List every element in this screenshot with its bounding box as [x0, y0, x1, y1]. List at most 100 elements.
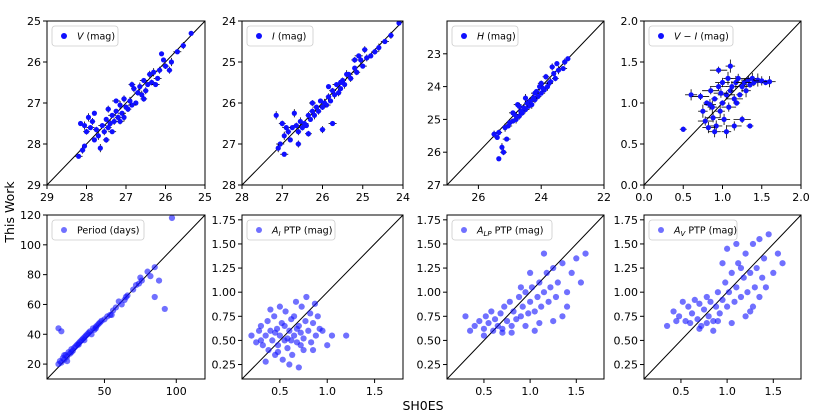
data-point — [362, 47, 368, 53]
figure-xlabel: SH0ES — [402, 398, 443, 413]
data-point — [147, 273, 154, 280]
x-tick-label: 27 — [275, 191, 289, 204]
data-point — [522, 322, 529, 330]
data-point — [265, 346, 272, 354]
data-point — [155, 277, 163, 284]
data-point — [109, 112, 115, 118]
data-point — [552, 75, 558, 81]
data-point — [81, 143, 88, 149]
data-point — [502, 125, 508, 131]
data-point — [253, 339, 260, 346]
data-point — [717, 108, 723, 114]
data-point — [161, 305, 168, 313]
data-point — [545, 298, 552, 305]
panel-av-ptp: 0.5 1.0 1.5 0.25 0.50 0.75 1.00 1.25 1.50 1.75 AV … — [614, 214, 802, 398]
data-point — [466, 327, 474, 334]
data-point — [338, 79, 344, 86]
data-point — [396, 21, 402, 26]
data-point — [276, 332, 283, 339]
y-tick-label: 26 — [222, 97, 236, 110]
data-point — [705, 125, 711, 131]
data-point — [285, 129, 291, 135]
data-point — [315, 108, 322, 114]
data-point — [715, 84, 722, 90]
data-point — [257, 322, 265, 330]
data-point — [103, 137, 109, 143]
data-point — [329, 88, 336, 94]
data-point — [751, 284, 758, 291]
legend-label: V − I (mag) — [674, 32, 729, 43]
data-point — [515, 293, 523, 301]
data-point — [565, 56, 571, 62]
legend-marker — [461, 227, 467, 233]
data-point — [267, 306, 274, 313]
data-point — [694, 316, 701, 323]
data-point — [309, 319, 317, 327]
data-point — [319, 127, 326, 133]
data-point — [719, 260, 726, 267]
y-tick-label: 100 — [20, 239, 41, 252]
data-point — [313, 104, 320, 110]
data-point — [731, 96, 737, 102]
data-point — [297, 118, 303, 125]
data-point — [286, 327, 293, 334]
data-point — [577, 279, 585, 286]
data-point — [129, 102, 135, 108]
data-point — [516, 103, 522, 109]
data-point — [162, 63, 169, 69]
data-point — [111, 118, 117, 125]
data-point — [496, 156, 502, 162]
data-point — [685, 303, 692, 310]
data-point — [155, 75, 161, 81]
data-point — [563, 303, 571, 310]
data-point — [504, 136, 510, 142]
legend-box — [648, 25, 734, 47]
data-point — [680, 126, 686, 132]
data-point — [95, 133, 101, 139]
y-tick-label: 27 — [427, 179, 441, 192]
data-point — [123, 104, 129, 110]
data-point — [118, 301, 125, 308]
data-point — [747, 269, 754, 276]
data-point — [113, 108, 119, 114]
data-point — [274, 348, 282, 356]
data-point — [329, 120, 336, 127]
data-point — [305, 327, 312, 334]
data-point — [522, 289, 529, 296]
y-tick-label: 0.75 — [614, 310, 639, 323]
axes-frame — [241, 214, 404, 380]
data-point — [117, 118, 123, 125]
data-point — [143, 88, 149, 94]
data-point — [293, 122, 299, 129]
data-point — [725, 75, 731, 81]
y-tick-label: 0.25 — [417, 359, 442, 372]
data-point — [298, 303, 305, 310]
data-point — [719, 79, 726, 86]
y-tick-label: 1.75 — [417, 214, 442, 227]
data-point — [510, 308, 517, 315]
y-tick-label: 24 — [222, 15, 236, 28]
y-tick-label: 27 — [222, 138, 236, 151]
legend-label: ALP PTP (mag) — [476, 226, 543, 239]
data-point — [295, 364, 302, 371]
legend-box — [451, 219, 553, 241]
data-point — [710, 115, 716, 121]
data-point — [309, 346, 317, 354]
data-point — [342, 81, 348, 88]
data-point — [348, 75, 354, 81]
data-point — [269, 337, 276, 344]
data-point — [534, 293, 541, 301]
legend: V − I (mag) — [648, 25, 734, 47]
data-point — [382, 38, 388, 45]
x-tick-label: 50 — [97, 385, 111, 398]
plot-area — [47, 21, 205, 185]
data-point — [271, 313, 278, 320]
data-point — [64, 358, 71, 365]
data-point — [259, 342, 266, 349]
data-point — [289, 351, 296, 358]
data-point — [91, 137, 97, 143]
data-point — [141, 77, 147, 84]
data-point — [482, 313, 489, 320]
data-point — [286, 361, 293, 368]
